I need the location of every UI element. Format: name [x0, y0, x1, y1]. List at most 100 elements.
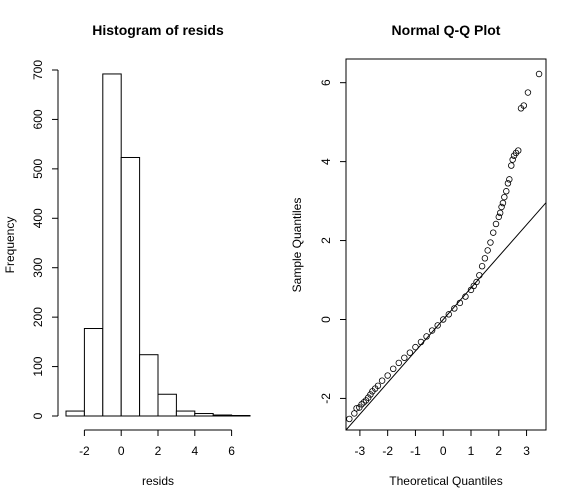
qq-point: [484, 247, 491, 254]
qq-point: [384, 372, 391, 379]
qq-point: [478, 263, 486, 270]
histogram-x-tick-label: 6: [228, 444, 235, 458]
histogram-bar: [231, 415, 251, 417]
qq-y-tick-label: -2: [319, 393, 333, 404]
qq-x-tick-label: -3: [355, 444, 366, 458]
qq-x-tick-label: 3: [523, 444, 530, 458]
histogram-y-tick-label: 100: [31, 356, 45, 376]
histogram-bar: [157, 393, 177, 417]
qq-point: [473, 278, 480, 286]
qq-y-tick-label: 0: [319, 316, 333, 323]
qq-point: [490, 229, 497, 236]
qq-point: [487, 239, 494, 246]
qq-point: [440, 316, 447, 323]
qq-point: [501, 193, 508, 201]
histogram-bar: [83, 328, 104, 417]
histogram-x-tick-label: 2: [155, 444, 162, 458]
qq-point: [365, 394, 372, 401]
qq-point: [515, 147, 522, 154]
qq-point: [395, 359, 402, 367]
qq-point: [360, 399, 367, 406]
qq-point: [374, 382, 382, 389]
qq-point: [390, 365, 397, 373]
histogram-bar: [120, 156, 141, 417]
qq-plot-frame: [345, 58, 547, 431]
qq-point: [506, 176, 513, 183]
qq-x-tick-label: -1: [410, 444, 421, 458]
qq-point: [428, 327, 436, 334]
histogram-x-tick-label: -2: [79, 444, 90, 458]
qq-point: [462, 293, 469, 300]
qq-point: [358, 401, 365, 408]
qq-point: [504, 180, 512, 187]
qq-point: [492, 220, 500, 228]
histogram-bar: [212, 414, 233, 417]
qq-point: [503, 188, 510, 195]
qq-point: [481, 255, 489, 262]
qq-point: [367, 391, 374, 398]
qq-reference-line: [346, 202, 546, 430]
histogram-bar: [175, 410, 196, 417]
qq-point: [499, 199, 507, 207]
qq-plot-y-axis: -2 0 2 4 6: [319, 79, 346, 404]
histogram-bars: [65, 73, 251, 417]
qq-y-tick-label: 2: [319, 237, 333, 244]
histogram-y-axis: 0 100 200 300 400 500 600 700: [31, 60, 59, 419]
histogram-x-axis-label: resids: [142, 474, 174, 488]
histogram-bar: [102, 73, 122, 417]
qq-point: [434, 322, 441, 329]
histogram-title: Histogram of resids: [92, 22, 224, 38]
histogram-x-tick-label: 0: [118, 444, 125, 458]
qq-point: [356, 404, 363, 411]
qq-y-tick-label: 4: [319, 158, 333, 165]
qq-x-tick-label: 1: [468, 444, 475, 458]
qq-plot-x-axis-label: Theoretical Quantiles: [389, 474, 502, 488]
histogram-bar: [139, 354, 159, 417]
histogram-bar: [194, 413, 214, 417]
histogram-y-tick-label: 300: [31, 257, 45, 277]
qq-point: [423, 333, 430, 340]
histogram-bar: [65, 410, 85, 417]
qq-point: [351, 410, 358, 417]
histogram-y-tick-label: 0: [31, 412, 45, 419]
qq-point: [401, 354, 408, 361]
qq-plot-y-axis-label: Sample Quantiles: [290, 198, 304, 293]
qq-point: [520, 102, 527, 109]
qq-point: [476, 272, 483, 279]
qq-plot-title: Normal Q-Q Plot: [392, 22, 501, 38]
qq-point: [353, 405, 360, 412]
histogram-x-tick-label: 4: [191, 444, 198, 458]
histogram-y-tick-label: 500: [31, 159, 45, 179]
qq-point: [445, 311, 452, 318]
qq-point: [535, 70, 543, 78]
qq-point: [451, 305, 458, 312]
histogram-y-tick-label: 600: [31, 109, 45, 129]
qq-point: [496, 209, 504, 217]
histogram-y-tick-label: 400: [31, 208, 45, 228]
qq-point: [498, 203, 505, 211]
qq-point: [508, 162, 515, 169]
qq-point: [412, 343, 419, 351]
qq-point: [470, 282, 477, 290]
qq-x-tick-label: 2: [495, 444, 502, 458]
histogram-y-tick-label: 700: [31, 60, 45, 80]
qq-point: [378, 377, 386, 384]
qq-point: [406, 349, 414, 356]
histogram-y-axis-label: Frequency: [3, 217, 17, 274]
histogram-panel: Histogram of resids resids Frequency -2 0…: [3, 22, 251, 488]
qq-y-tick-label: 6: [319, 79, 333, 86]
qq-point: [495, 213, 502, 221]
qq-plot-x-axis: -3 -2 -1 0 1 2 3: [355, 430, 530, 458]
qq-x-tick-label: 0: [440, 444, 447, 458]
qq-point: [346, 415, 353, 423]
qq-plot-panel: Normal Q-Q Plot Theoretical Quantiles Sa…: [290, 22, 547, 488]
histogram-x-axis: -2 0 2 4 6: [79, 429, 235, 458]
histogram-y-tick-label: 200: [31, 307, 45, 327]
qq-point: [524, 89, 532, 96]
qq-points: [346, 70, 543, 423]
qq-x-tick-label: -2: [382, 444, 393, 458]
qq-point: [456, 299, 464, 307]
qq-point: [509, 156, 516, 163]
qq-point: [417, 338, 425, 346]
